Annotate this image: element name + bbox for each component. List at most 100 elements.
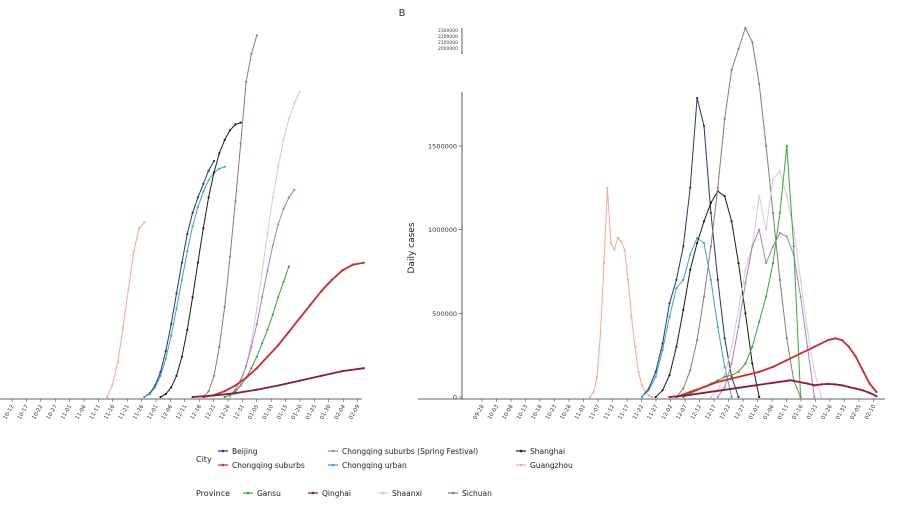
panel-b-point-beijing: [723, 337, 726, 340]
x-tick-label: 11-07: [589, 404, 602, 421]
panel-b-point-shanghai: [709, 201, 713, 204]
panel-a-series-chongqing-urban: [144, 166, 225, 398]
panel-a-point-beijing: [196, 196, 199, 199]
panel-b-series-sichuan: [676, 27, 802, 398]
x-tick-label: 12-21: [204, 404, 217, 421]
panel-b-point-shaanxi: [792, 228, 795, 231]
panel-b-series-beijing: [641, 97, 739, 398]
panel-a-point-gansu: [261, 342, 264, 345]
panel-b-point-sichuan: [751, 40, 754, 44]
y-tick-label: 1500000: [428, 143, 457, 151]
panel-b-point-qinghai: [854, 387, 857, 390]
x-tick-label: 01-15: [276, 404, 289, 421]
panel-b-point-chongqing-suburbs: [785, 359, 788, 362]
panel-b-point-beijing: [716, 278, 719, 281]
panel-b-point-qinghai: [820, 383, 823, 386]
panel-a-point-chongqing-suburbs: [362, 261, 365, 264]
panel-b-point-shanghai: [723, 195, 726, 198]
panel-b-point-chongqing-suburbs: [847, 345, 851, 348]
panel-b-point-beijing: [737, 395, 740, 399]
panel-b-point-shanghai: [737, 262, 740, 265]
panel-b-point-chongqing-suburbs: [689, 390, 692, 394]
legend-key-point-qinghai: [311, 491, 315, 495]
panel-a-point-gansu: [282, 280, 285, 283]
panel-b-point-shaanxi: [723, 374, 726, 377]
panel-a-point-chongqing-suburbs-spring-festival: [282, 207, 285, 211]
x-tick-label: 02-09: [348, 404, 361, 421]
panel-b-point-chongqing-urban: [682, 278, 685, 281]
panel-a-point-chongqing-suburbs: [277, 344, 280, 347]
panel-b-point-beijing: [702, 124, 706, 128]
panel-b-point-shaanxi: [799, 278, 802, 281]
panel-a-point-shanghai: [218, 152, 221, 155]
panel-b-point-gansu: [723, 375, 726, 378]
panel-a-series-sichuan: [202, 35, 258, 398]
legend-label-chongqing-suburbs-spring-festival: Chongqing suburbs (Spring Festival): [342, 447, 478, 456]
panel-a-point-chongqing-suburbs-spring-festival: [245, 365, 248, 368]
x-tick-label: 01-31: [835, 404, 848, 421]
panel-b-point-qinghai: [834, 383, 837, 386]
x-tick-label: 10-22: [31, 404, 44, 421]
panel-a-point-sichuan: [212, 374, 216, 377]
panel-b-point-beijing: [682, 245, 685, 248]
panel-b-point-chongqing-suburbs: [868, 382, 871, 385]
panel-a-point-chongqing-suburbs: [330, 278, 333, 282]
panel-b-point-beijing: [654, 370, 657, 373]
y-tick-label: 500000: [432, 310, 457, 318]
panel-a-point-chongqing-suburbs: [309, 303, 312, 306]
panel-a-point-shanghai: [159, 395, 162, 399]
panel-b-point-chongqing-suburbs: [875, 390, 878, 394]
panel-b-point-chongqing-suburbs: [861, 369, 864, 372]
panel-b-point-sichuan: [744, 26, 747, 30]
panel-a-point-shaanxi: [250, 340, 253, 343]
x-tick-label: 02-05: [850, 404, 863, 421]
panel-b-point-chongqing-urban: [716, 325, 719, 328]
x-tick-label: 01-06: [763, 404, 776, 421]
legend-label-guangzhou: Guangzhou: [530, 461, 573, 470]
panel-b-point-guangzhou: [616, 236, 619, 240]
panel-b-series-chongqing-suburbs: [676, 337, 878, 398]
panel-b-point-beijing: [689, 186, 692, 189]
panel-a-point-qinghai: [362, 367, 365, 370]
panel-a-point-shaanxi: [271, 196, 274, 199]
panel-a-point-beijing: [207, 169, 210, 172]
panel-a-point-chongqing-suburbs: [266, 355, 269, 358]
panel-b-point-qinghai: [789, 379, 792, 382]
panel-a-point-shanghai: [180, 355, 183, 358]
panel-b-point-shanghai: [661, 389, 664, 392]
panel-a-point-guangzhou: [132, 250, 135, 253]
panel-b-point-chongqing-urban: [730, 395, 733, 399]
legend-key-point-chongqing-suburbs: [221, 463, 225, 467]
panel-b-point-guangzhou: [633, 345, 637, 348]
x-tick-label: 09-28: [473, 404, 486, 421]
x-tick-label: 01-01: [748, 404, 761, 421]
panel-a-point-chongqing-suburbs: [245, 376, 248, 379]
legend: City Province Beijing Chongqing suburbs (…: [196, 447, 573, 498]
x-tick-label: 11-22: [632, 404, 645, 421]
x-tick-label: 10-17: [17, 404, 30, 421]
panel-b-point-guangzhou: [609, 242, 613, 245]
panel-b-title: B: [399, 8, 406, 19]
panel-a-point-chongqing-urban: [218, 167, 221, 170]
panel-b-point-sichuan: [689, 369, 692, 372]
panel-a-point-qinghai: [319, 374, 323, 377]
panel-b-point-shaanxi: [778, 170, 782, 173]
legend-key-point-chongqing-suburbs-spring-festival: [331, 449, 335, 453]
panel-b-point-shanghai: [730, 220, 733, 223]
panel-b-point-chongqing-urban: [696, 236, 699, 240]
panel-b-point-shaanxi: [744, 268, 747, 271]
panel-b-point-qinghai: [847, 385, 851, 389]
panel-a-point-qinghai: [255, 388, 258, 391]
panel-a-point-beijing: [170, 323, 173, 326]
inset-tick-label: 2200000: [438, 34, 458, 40]
panel-a-point-beijing: [212, 159, 216, 163]
panel-b-point-sichuan: [709, 245, 713, 248]
panel-a-point-chongqing-urban: [186, 250, 189, 253]
panel-b-point-sichuan: [723, 117, 726, 121]
panel-a-point-sichuan: [245, 80, 248, 83]
panel-b-point-chongqing-suburbs: [813, 345, 816, 348]
panel-a-point-chongqing-urban: [175, 307, 178, 310]
panel-b-point-guangzhou: [651, 395, 654, 399]
panel-b-point-shanghai: [682, 308, 685, 312]
panel-b-point-beijing: [675, 278, 678, 281]
